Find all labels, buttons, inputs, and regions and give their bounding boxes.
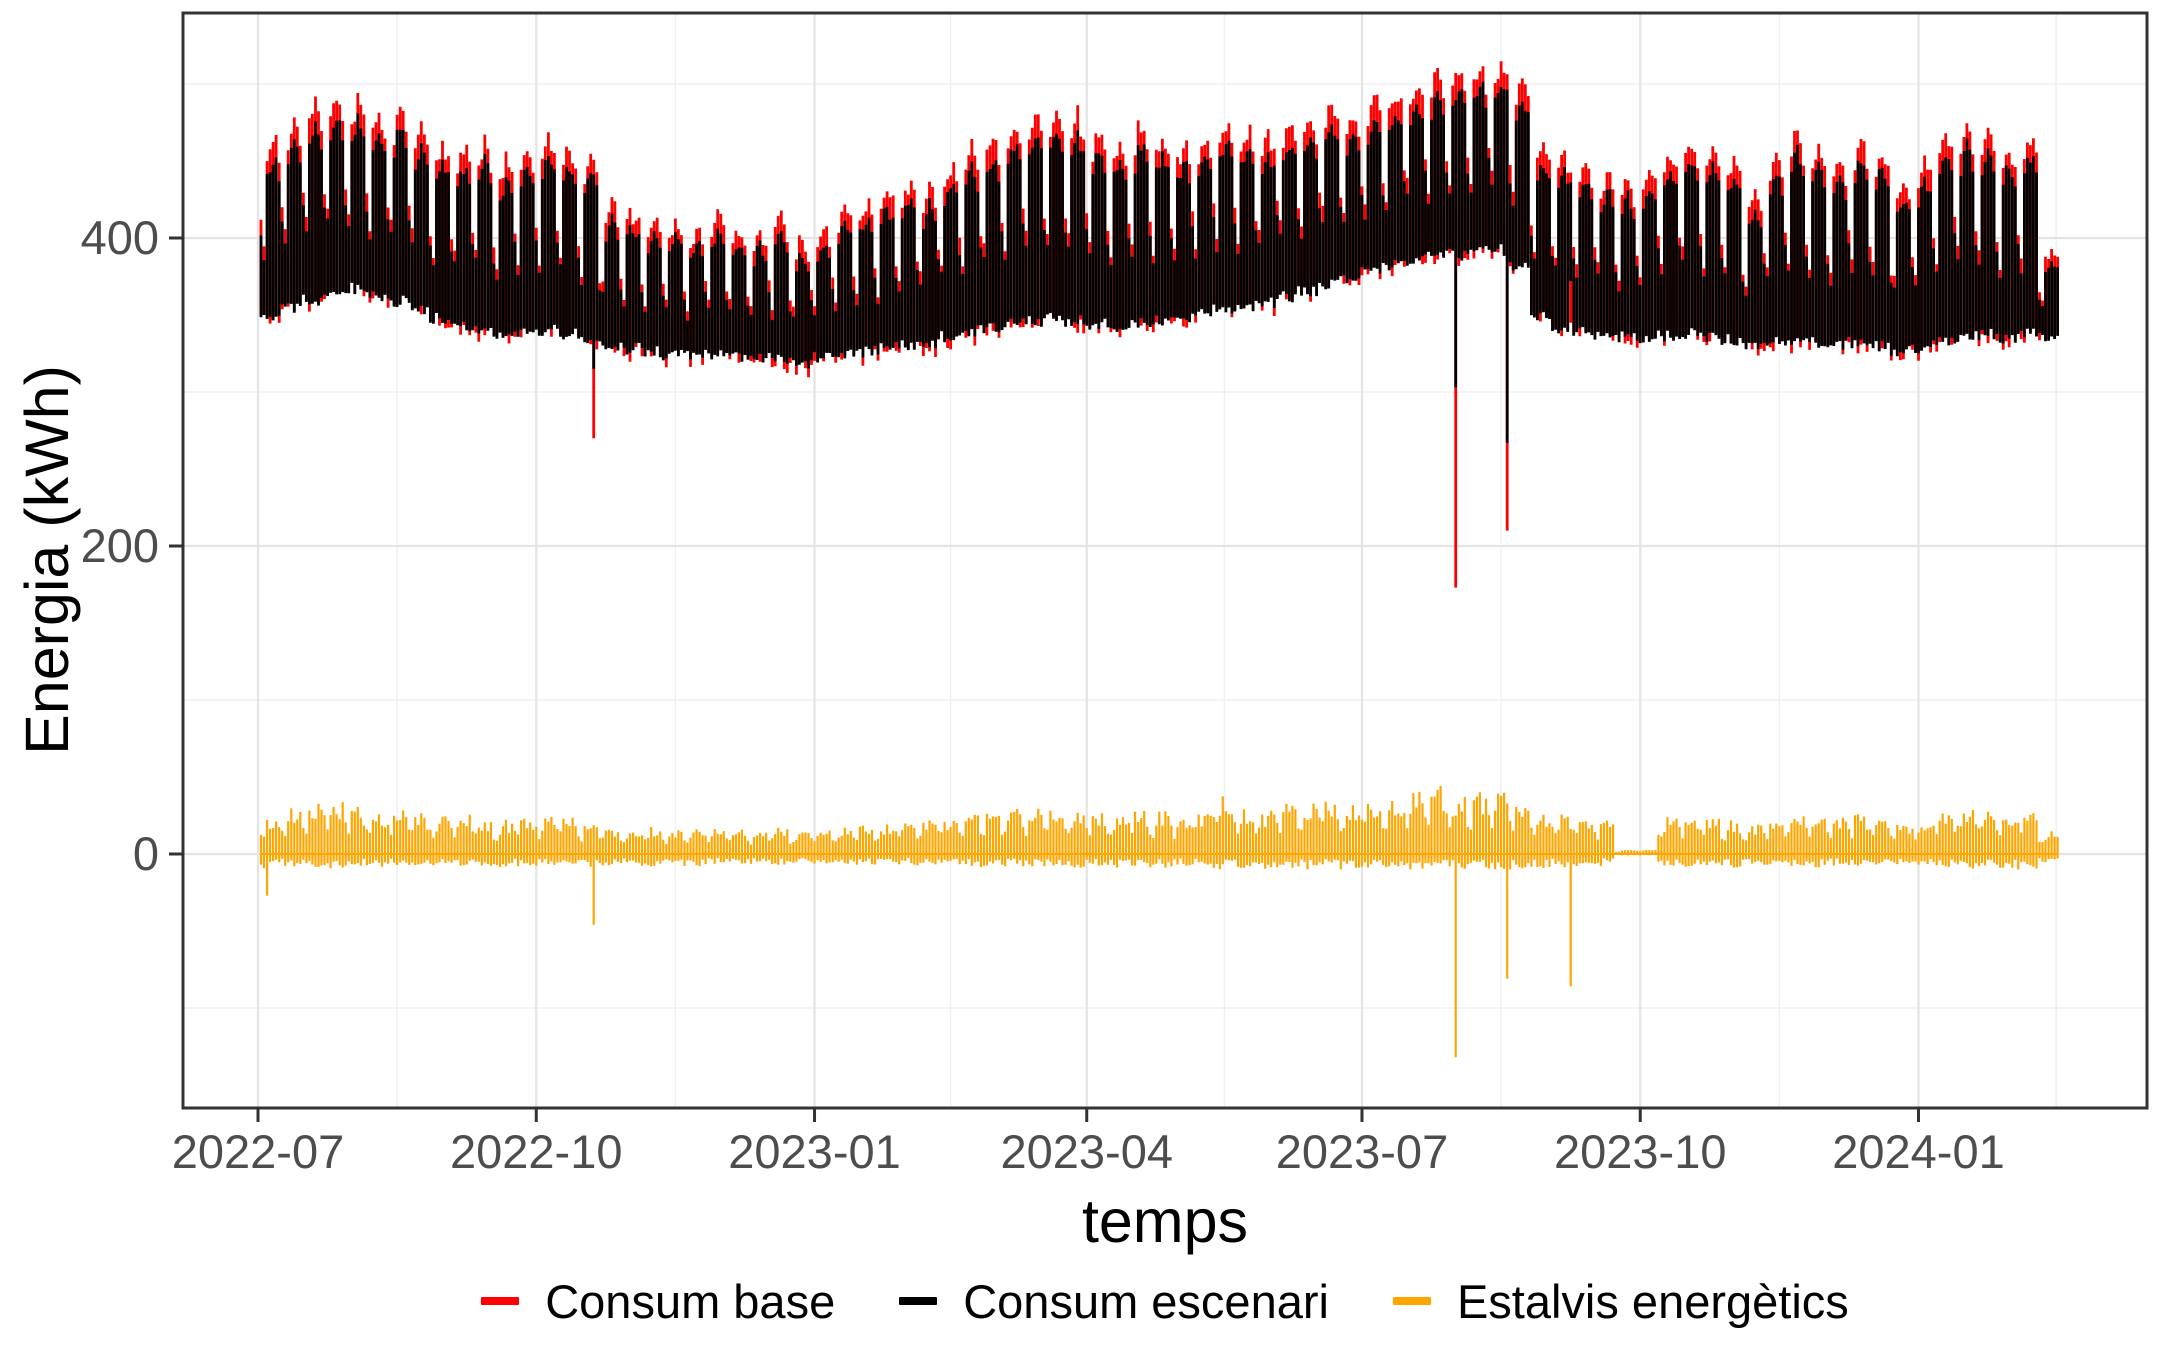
legend-item: Consum base bbox=[481, 1274, 835, 1329]
y-axis-tick-labels: 0 200 400 bbox=[81, 211, 159, 880]
legend-item: Consum escenari bbox=[899, 1274, 1329, 1329]
x-tick-label: 2023-04 bbox=[1000, 1125, 1173, 1178]
legend-item: Estalvis energètics bbox=[1392, 1274, 1849, 1329]
x-tick-label: 2022-10 bbox=[450, 1125, 623, 1178]
legend-key-dash-icon bbox=[481, 1297, 520, 1305]
legend-label: Consum base bbox=[545, 1274, 836, 1328]
x-tick-label: 2023-07 bbox=[1276, 1125, 1449, 1178]
axis-tick-marks bbox=[169, 236, 1921, 1122]
series-consum-escenari-path bbox=[259, 81, 2059, 443]
legend-key-dash-icon bbox=[899, 1297, 938, 1305]
x-axis-title: temps bbox=[1082, 1187, 1248, 1255]
legend-key-dash-icon bbox=[1392, 1297, 1431, 1305]
y-tick-label: 400 bbox=[81, 211, 159, 264]
panel-border bbox=[181, 11, 2149, 1110]
x-tick-label: 2023-01 bbox=[728, 1125, 901, 1178]
x-axis-tick-labels: 2022-07 2022-10 2023-01 2023-04 2023-07 2023-… bbox=[172, 1125, 2005, 1178]
legend-label: Estalvis energètics bbox=[1456, 1274, 1849, 1328]
y-tick-label: 0 bbox=[133, 827, 159, 880]
x-tick-label: 2024-01 bbox=[1832, 1125, 2005, 1178]
y-tick-label: 200 bbox=[81, 519, 159, 572]
x-tick-label: 2022-07 bbox=[172, 1125, 345, 1178]
x-tick-label: 2023-10 bbox=[1554, 1125, 1727, 1178]
chart-legend: Consum base Consum escenari Estalvis energ… bbox=[183, 1258, 2147, 1344]
series-estalvis-path bbox=[259, 786, 2059, 1058]
legend-label: Consum escenari bbox=[963, 1274, 1329, 1328]
y-axis-title: Energia (kWh) bbox=[13, 365, 81, 755]
